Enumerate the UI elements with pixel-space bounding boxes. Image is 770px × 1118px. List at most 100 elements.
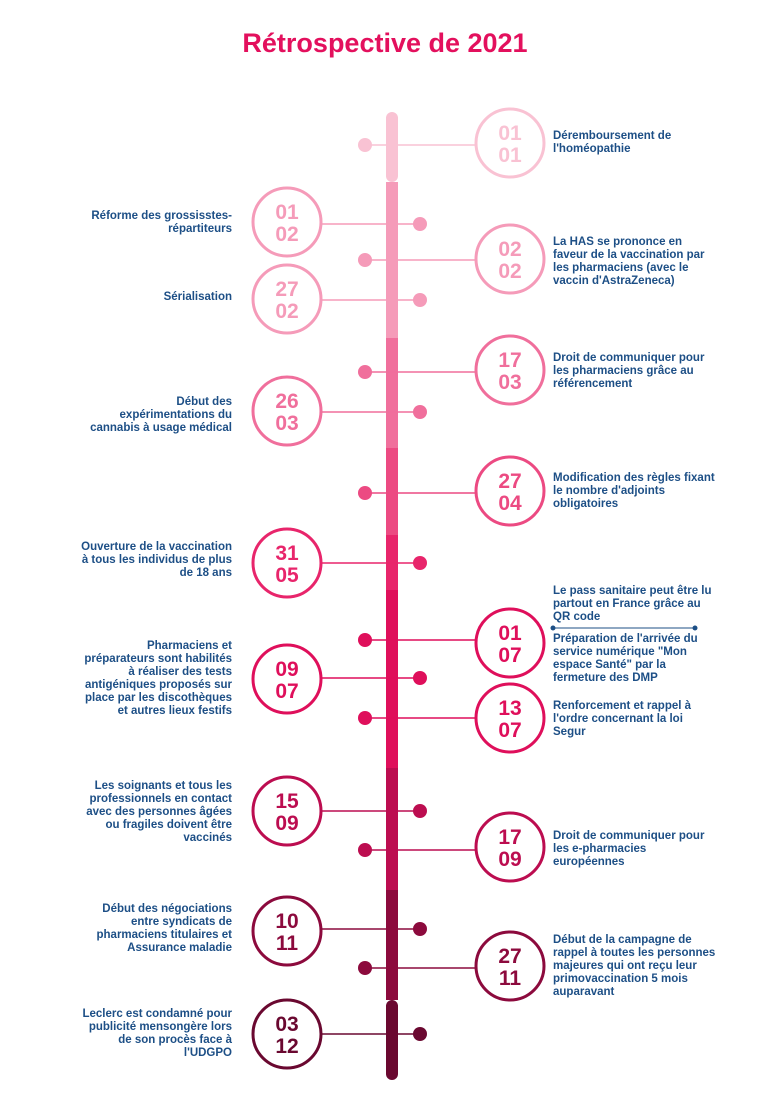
timeline-spine-segment bbox=[386, 1000, 398, 1080]
timeline-dot bbox=[413, 1027, 427, 1041]
separator-dot bbox=[692, 625, 698, 631]
badge-month: 09 bbox=[275, 812, 298, 835]
date-badge bbox=[251, 375, 323, 447]
timeline-dot bbox=[358, 633, 372, 647]
timeline-spine-segment bbox=[386, 590, 398, 768]
badge-month: 11 bbox=[276, 932, 299, 955]
badge-day: 15 bbox=[275, 790, 299, 813]
timeline-dot bbox=[358, 711, 372, 725]
event-label: Le pass sanitaire peut être lu partout e… bbox=[553, 585, 712, 623]
event-label: Droit de communiquer pour les pharmacien… bbox=[553, 352, 705, 390]
timeline-dot bbox=[358, 253, 372, 267]
date-badge bbox=[251, 186, 323, 258]
event-label: Pharmaciens et préparateurs sont habilit… bbox=[84, 640, 232, 717]
badge-day: 17 bbox=[498, 349, 521, 372]
timeline-dot bbox=[413, 293, 427, 307]
page-title: Rétrospective de 2021 bbox=[242, 28, 528, 58]
event-label: Réforme des grossisstes-répartiteurs bbox=[91, 210, 232, 235]
badge-month: 01 bbox=[498, 144, 522, 167]
badge-day: 27 bbox=[498, 470, 521, 493]
badge-day: 31 bbox=[275, 542, 299, 565]
badge-month: 11 bbox=[499, 967, 522, 990]
separator-dot bbox=[550, 625, 556, 631]
badge-day: 01 bbox=[498, 622, 522, 645]
badge-month: 09 bbox=[498, 848, 521, 871]
timeline-dot bbox=[413, 217, 427, 231]
date-badge bbox=[474, 455, 546, 527]
badge-month: 03 bbox=[275, 412, 298, 435]
badge-month: 07 bbox=[275, 680, 298, 703]
timeline-dot bbox=[413, 671, 427, 685]
date-badge bbox=[474, 811, 546, 883]
badge-day: 13 bbox=[498, 697, 521, 720]
date-badge bbox=[251, 643, 323, 715]
date-badge bbox=[251, 895, 323, 967]
badge-month: 12 bbox=[275, 1035, 298, 1058]
badge-day: 03 bbox=[275, 1013, 298, 1036]
timeline-dot bbox=[413, 804, 427, 818]
date-badge bbox=[251, 263, 323, 335]
badge-day: 01 bbox=[498, 122, 522, 145]
badge-day: 10 bbox=[275, 910, 298, 933]
date-badge bbox=[474, 607, 546, 679]
timeline-spine-segment bbox=[386, 112, 398, 182]
date-badge bbox=[474, 334, 546, 406]
event-label-secondary: Préparation de l'arrivée du service numé… bbox=[553, 633, 698, 684]
event-label: Droit de communiquer pour les e-pharmaci… bbox=[553, 830, 705, 868]
event-label: Leclerc est condamné pour publicité mens… bbox=[82, 1008, 232, 1059]
date-badge bbox=[251, 527, 323, 599]
badge-day: 27 bbox=[498, 945, 521, 968]
event-label: Déremboursement de l'homéopathie bbox=[553, 130, 672, 155]
timeline-spine-segment bbox=[386, 448, 398, 535]
timeline-dot bbox=[413, 405, 427, 419]
timeline-spine-segment bbox=[386, 338, 398, 448]
badge-month: 07 bbox=[498, 644, 521, 667]
timeline-dot bbox=[358, 843, 372, 857]
date-badge bbox=[474, 223, 546, 295]
badge-day: 26 bbox=[275, 390, 298, 413]
event-label: Modification des règles fixant le nombre… bbox=[553, 472, 715, 510]
date-badge bbox=[474, 682, 546, 754]
badge-month: 05 bbox=[275, 564, 299, 587]
event-label: La HAS se prononce en faveur de la vacci… bbox=[553, 236, 705, 287]
event-label: Début des expérimentations du cannabis à… bbox=[90, 396, 232, 434]
date-badge bbox=[474, 107, 546, 179]
badge-day: 01 bbox=[275, 201, 299, 224]
event-label: Début de la campagne de rappel à toutes … bbox=[553, 934, 716, 998]
badge-month: 02 bbox=[498, 260, 521, 283]
badge-month: 02 bbox=[275, 300, 298, 323]
timeline-dot bbox=[358, 961, 372, 975]
timeline-dot bbox=[358, 486, 372, 500]
badge-day: 17 bbox=[498, 826, 521, 849]
badge-month: 02 bbox=[275, 223, 298, 246]
date-badge bbox=[474, 930, 546, 1002]
badge-day: 09 bbox=[275, 658, 298, 681]
timeline-spine-segment bbox=[386, 768, 398, 890]
event-label: Renforcement et rappel à l'ordre concern… bbox=[553, 700, 692, 738]
badge-day: 27 bbox=[275, 278, 298, 301]
badge-month: 03 bbox=[498, 371, 521, 394]
date-badge bbox=[251, 998, 323, 1070]
event-label: Début des négociations entre syndicats d… bbox=[96, 903, 233, 954]
badge-month: 04 bbox=[498, 492, 522, 515]
event-label: Sérialisation bbox=[163, 291, 232, 303]
timeline-dot bbox=[413, 556, 427, 570]
timeline-dot bbox=[413, 922, 427, 936]
timeline-dot bbox=[358, 365, 372, 379]
